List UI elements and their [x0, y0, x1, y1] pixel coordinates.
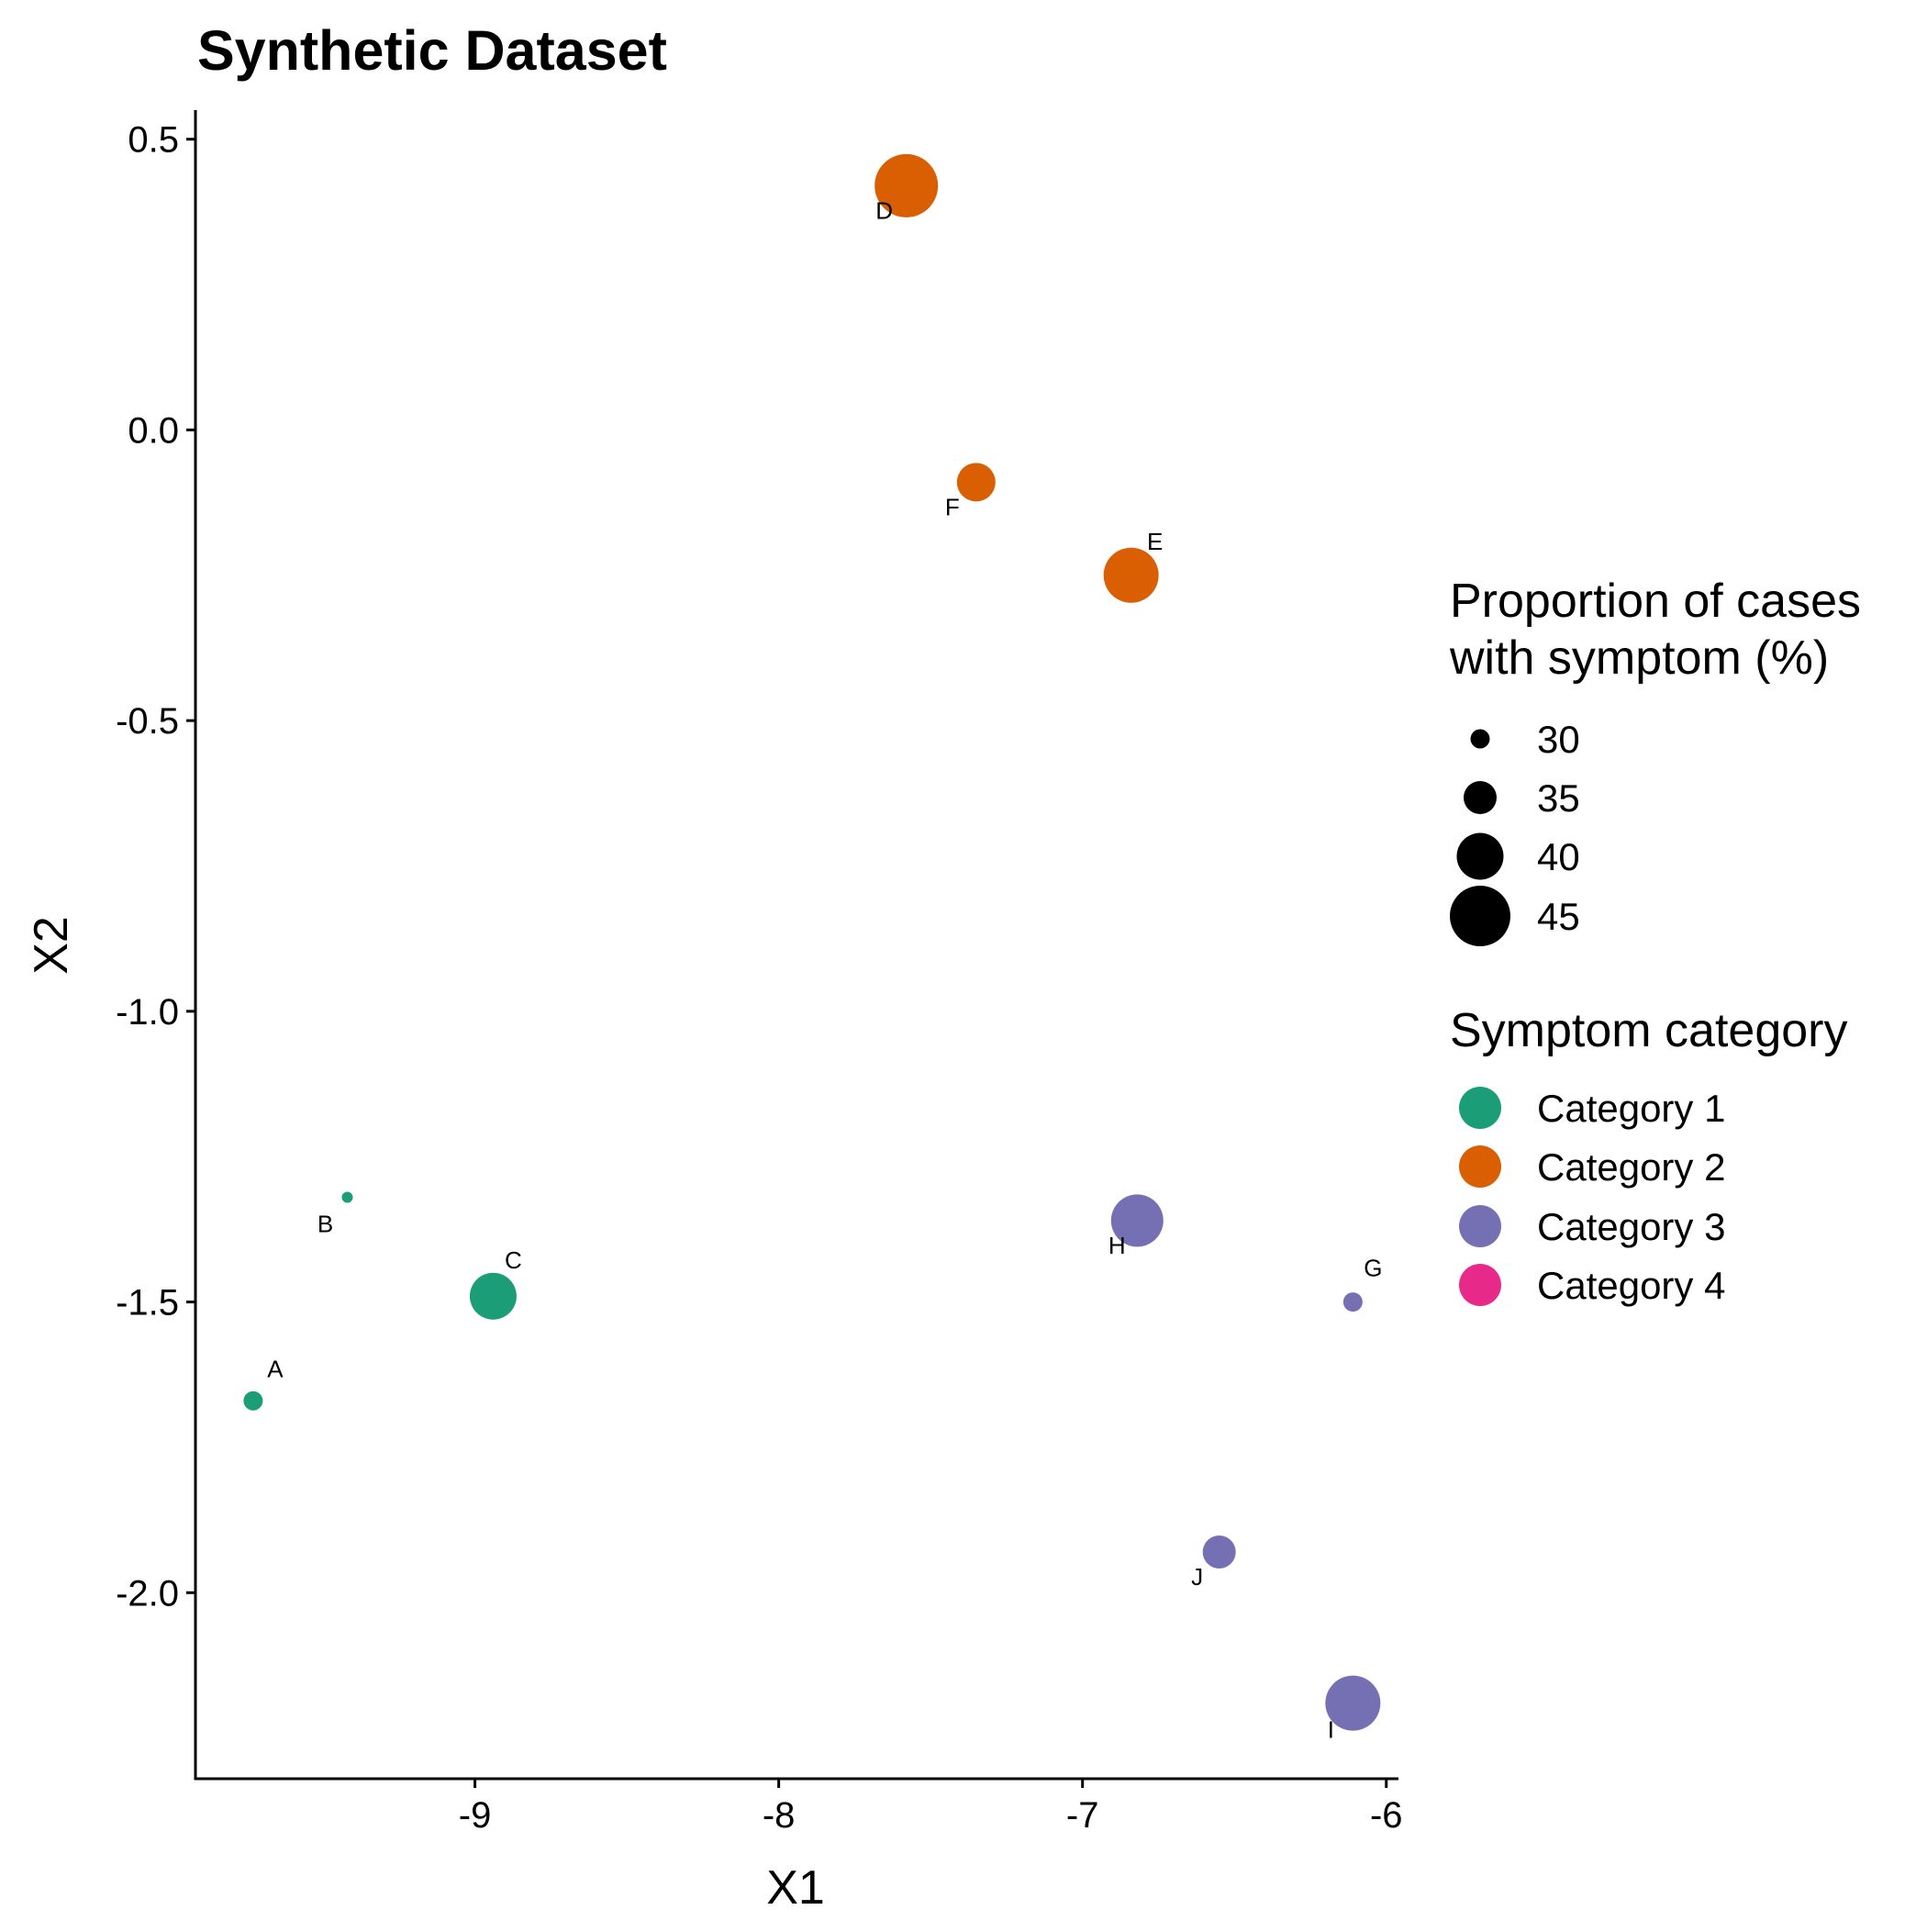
- data-point-e: [1103, 547, 1159, 603]
- point-label-f: F: [945, 493, 960, 520]
- x-tick-label: -7: [1066, 1795, 1099, 1836]
- point-label-b: B: [317, 1211, 333, 1238]
- point-label-e: E: [1147, 528, 1163, 555]
- point-label-i: I: [1328, 1716, 1334, 1744]
- data-point-f: [956, 463, 996, 502]
- size-legend-title: with symptom (%): [1449, 631, 1829, 685]
- color-legend-key: [1459, 1145, 1501, 1188]
- color-legend-label: Category 2: [1537, 1145, 1725, 1189]
- y-tick-label: -2.0: [116, 1573, 179, 1614]
- data-point-c: [469, 1272, 517, 1320]
- data-point-a: [243, 1390, 263, 1411]
- size-legend-key: [1450, 886, 1510, 946]
- y-tick-label: 0.0: [128, 410, 179, 451]
- chart-title: Synthetic Dataset: [197, 19, 667, 82]
- size-legend-label: 45: [1537, 895, 1580, 938]
- y-tick-label: -1.0: [116, 992, 179, 1033]
- color-legend-label: Category 1: [1537, 1087, 1725, 1130]
- data-point-d: [874, 153, 939, 218]
- data-point-b: [341, 1191, 353, 1203]
- point-label-j: J: [1191, 1563, 1203, 1591]
- x-tick-label: -6: [1370, 1795, 1403, 1836]
- x-axis-title: X1: [766, 1861, 825, 1915]
- size-legend-label: 35: [1537, 776, 1580, 820]
- color-legend-key: [1459, 1264, 1501, 1306]
- data-point-h: [1110, 1194, 1164, 1247]
- point-label-a: A: [267, 1355, 284, 1382]
- y-axis-title: X2: [25, 916, 78, 975]
- color-legend-title: Symptom category: [1450, 1004, 1848, 1057]
- x-tick-label: -8: [763, 1795, 796, 1836]
- color-legend-label: Category 3: [1537, 1205, 1725, 1248]
- size-legend-key: [1456, 832, 1504, 880]
- size-legend-label: 40: [1537, 835, 1580, 878]
- data-points: [243, 153, 1381, 1731]
- y-tick-label: 0.5: [128, 120, 179, 161]
- data-point-g: [1342, 1292, 1363, 1312]
- color-legend-key: [1459, 1205, 1501, 1247]
- y-tick-label: -0.5: [116, 701, 179, 742]
- color-legend-label: Category 4: [1537, 1264, 1725, 1307]
- x-tick-label: -9: [459, 1795, 492, 1836]
- color-legend-key: [1459, 1087, 1501, 1129]
- size-legend-key: [1464, 781, 1497, 814]
- data-point-i: [1325, 1675, 1381, 1731]
- size-legend-key: [1470, 729, 1490, 749]
- axes: -9 -8 -7 -6 0.5 0.0 -0.5 -1.0 -1.5 -2.0: [116, 110, 1403, 1836]
- size-legend-label: 30: [1537, 718, 1580, 761]
- y-tick-label: -1.5: [116, 1283, 179, 1323]
- data-point-j: [1202, 1535, 1236, 1569]
- point-label-d: D: [875, 196, 893, 224]
- point-label-h: H: [1108, 1232, 1126, 1259]
- size-legend-title: Proportion of cases: [1450, 575, 1861, 628]
- point-labels: A B C D E F G H I J: [267, 196, 1382, 1743]
- point-label-c: C: [505, 1246, 522, 1274]
- point-label-g: G: [1364, 1255, 1382, 1282]
